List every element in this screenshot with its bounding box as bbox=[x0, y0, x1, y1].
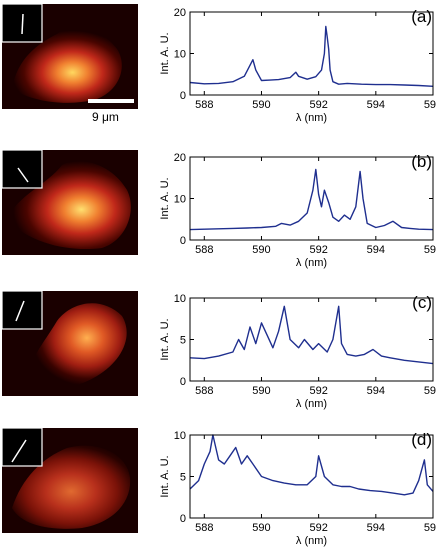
spectrum-trace bbox=[189, 25, 434, 87]
microscope-image-a bbox=[2, 4, 138, 109]
x-tick-label: 596 bbox=[424, 385, 436, 397]
inset-line-c bbox=[15, 300, 25, 322]
microscope-image-c bbox=[2, 291, 138, 396]
x-tick-label: 590 bbox=[252, 244, 270, 256]
x-tick-label: 588 bbox=[195, 522, 213, 534]
x-tick-label: 588 bbox=[195, 385, 213, 397]
y-axis-label: Int. A. U. bbox=[159, 318, 171, 360]
x-tick-label: 594 bbox=[367, 385, 385, 397]
y-tick-label: 0 bbox=[180, 513, 186, 525]
x-tick-label: 592 bbox=[309, 522, 327, 534]
x-tick-label: 592 bbox=[309, 385, 327, 397]
x-tick-label: 588 bbox=[195, 99, 213, 111]
scale-bar bbox=[88, 99, 134, 103]
microscope-image-b bbox=[2, 150, 138, 255]
spectrum-plot-a: (a) 588 590 592 594 596 0 10 20 λ (nm) Int. A. U. bbox=[159, 7, 436, 124]
x-tick-label: 596 bbox=[424, 522, 436, 534]
y-tick-label: 20 bbox=[174, 152, 186, 164]
spectrum-trace bbox=[189, 305, 434, 365]
inset-line-d bbox=[11, 439, 27, 463]
y-axis-label: Int. A. U. bbox=[159, 177, 171, 219]
y-axis-label: Int. A. U. bbox=[159, 32, 171, 74]
y-tick-label: 0 bbox=[180, 90, 186, 102]
panel-label: (b) bbox=[411, 152, 432, 171]
x-tick-label: 590 bbox=[252, 522, 270, 534]
x-tick-label: 596 bbox=[424, 99, 436, 111]
x-axis-label: λ (nm) bbox=[296, 112, 327, 124]
spectrum-plot-c: (c) 588 590 592 594 596 0 5 10 λ (nm) Int. A. U. bbox=[159, 293, 436, 410]
spectrum-plot-d: (d) 588 590 592 594 596 0 5 10 λ (nm) Int. A. U. bbox=[159, 430, 436, 547]
scale-bar-label: 9 μm bbox=[92, 110, 119, 124]
x-tick-label: 594 bbox=[367, 99, 385, 111]
x-axis-label: λ (nm) bbox=[296, 535, 327, 547]
inset-line-a bbox=[21, 13, 24, 35]
spectrum-trace bbox=[189, 168, 434, 231]
x-tick-label: 592 bbox=[309, 99, 327, 111]
panel-row-c: (c) 588 590 592 594 596 0 5 10 λ (nm) Int. A. U. bbox=[0, 286, 436, 416]
y-tick-label: 0 bbox=[180, 235, 186, 247]
x-tick-label: 590 bbox=[252, 99, 270, 111]
x-tick-label: 594 bbox=[367, 522, 385, 534]
y-tick-label: 10 bbox=[174, 293, 186, 305]
panel-row-d: (d) 588 590 592 594 596 0 5 10 λ (nm) Int. A. U. bbox=[0, 423, 436, 553]
y-tick-label: 0 bbox=[180, 376, 186, 388]
spectrum-plot-b: (b) 588 590 592 594 596 0 10 20 λ (nm) Int. A. U. bbox=[159, 152, 436, 269]
plot-frame bbox=[189, 434, 434, 519]
x-tick-label: 590 bbox=[252, 385, 270, 397]
panel-label: (d) bbox=[411, 430, 432, 449]
panel-label: (c) bbox=[412, 293, 432, 312]
x-tick-label: 596 bbox=[424, 244, 436, 256]
panel-row-a: 9 μm (a) 588 590 592 594 596 0 10 20 λ (nm) Int. A… bbox=[0, 0, 436, 130]
y-tick-label: 20 bbox=[174, 7, 186, 19]
x-axis-label: λ (nm) bbox=[296, 398, 327, 410]
inset-b bbox=[2, 150, 43, 189]
y-axis-label: Int. A. U. bbox=[159, 455, 171, 497]
spectrum-trace bbox=[189, 434, 434, 496]
panel-label: (a) bbox=[411, 7, 432, 26]
microscope-image-d bbox=[2, 428, 138, 533]
x-tick-label: 588 bbox=[195, 244, 213, 256]
plot-frame bbox=[189, 297, 434, 382]
y-tick-label: 5 bbox=[180, 472, 186, 484]
x-tick-label: 594 bbox=[367, 244, 385, 256]
panel-row-b: (b) 588 590 592 594 596 0 10 20 λ (nm) Int. A. U. bbox=[0, 145, 436, 275]
x-tick-label: 592 bbox=[309, 244, 327, 256]
inset-c bbox=[2, 291, 43, 330]
y-tick-label: 10 bbox=[174, 430, 186, 442]
inset-line-b bbox=[17, 167, 29, 183]
y-tick-label: 10 bbox=[174, 49, 186, 61]
y-tick-label: 10 bbox=[174, 194, 186, 206]
x-axis-label: λ (nm) bbox=[296, 257, 327, 269]
y-tick-label: 5 bbox=[180, 335, 186, 347]
